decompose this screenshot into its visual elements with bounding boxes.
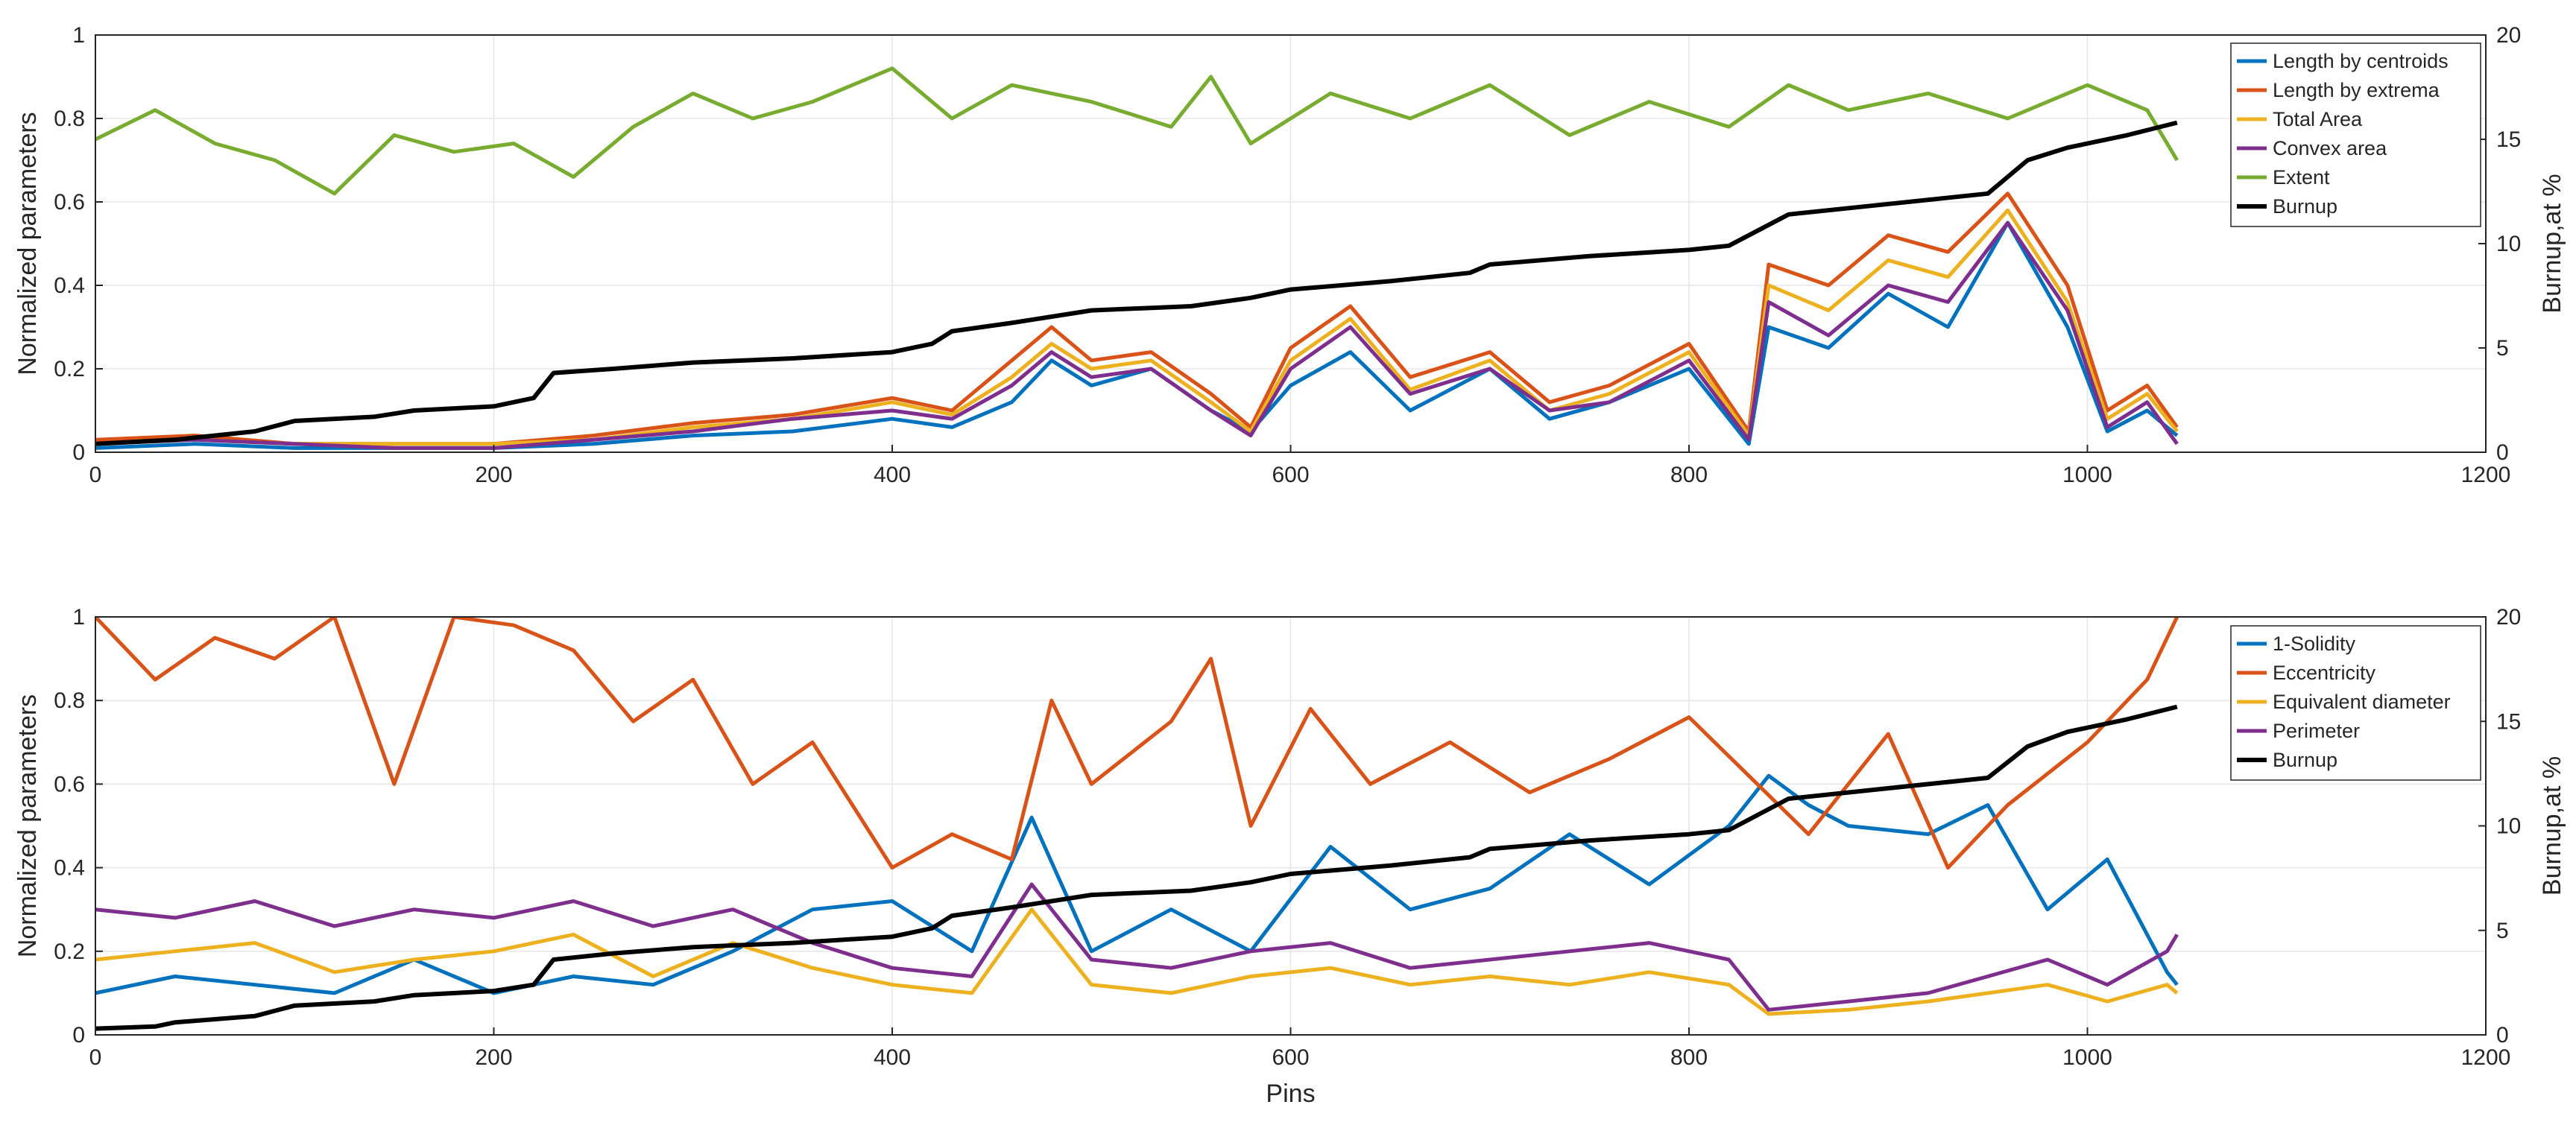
legend-label: Total Area xyxy=(2273,108,2363,130)
y-tick-label: 0.4 xyxy=(54,273,85,298)
legend-label: Length by centroids xyxy=(2273,50,2449,72)
y-right-tick-label: 5 xyxy=(2496,919,2509,943)
x-axis-label: Pins xyxy=(1266,1080,1315,1108)
x-tick-label: 800 xyxy=(1670,1045,1708,1070)
y-tick-label: 0.6 xyxy=(54,190,85,215)
y-right-tick-label: 0 xyxy=(2496,440,2509,465)
y-tick-label: 0 xyxy=(72,440,85,465)
x-tick-label: 1200 xyxy=(2461,1045,2511,1070)
legend-label: 1-Solidity xyxy=(2273,633,2356,655)
y-axis-label: Normalized parameters xyxy=(13,694,42,957)
y-tick-label: 0.8 xyxy=(54,107,85,131)
legend-label: Length by extrema xyxy=(2273,79,2440,101)
x-tick-label: 400 xyxy=(874,1045,911,1070)
y-tick-label: 0 xyxy=(72,1023,85,1048)
series-line-burnup xyxy=(95,120,2178,446)
y-right-tick-label: 15 xyxy=(2496,127,2521,152)
y-right-tick-label: 20 xyxy=(2496,605,2521,630)
legend: Length by centroids Length by extrema Tota… xyxy=(2230,42,2481,227)
y-right-axis-label: Burnup,at % xyxy=(2538,174,2566,313)
y-tick-label: 0.4 xyxy=(54,856,85,881)
x-tick-label: 1200 xyxy=(2461,463,2511,487)
x-tick-label: 200 xyxy=(475,1045,512,1070)
x-tick-label: 800 xyxy=(1670,463,1708,487)
x-tick-label: 200 xyxy=(475,463,512,487)
series-line-burnup xyxy=(95,704,2178,1031)
legend-label: Eccentricity xyxy=(2273,662,2376,684)
y-tick-label: 0.2 xyxy=(54,940,85,964)
x-tick-label: 600 xyxy=(1272,1045,1309,1070)
x-tick-label: 1000 xyxy=(2062,463,2112,487)
series-line-perimeter xyxy=(95,882,2179,1012)
legend-label: Burnup xyxy=(2273,195,2337,218)
series-line-length-by-centroids xyxy=(95,221,2179,450)
x-tick-label: 0 xyxy=(89,463,102,487)
y-tick-label: 1 xyxy=(72,605,85,630)
legend-label: Equivalent diameter xyxy=(2273,691,2451,713)
y-axis-label: Normalized parameters xyxy=(13,112,42,375)
y-tick-label: 0.6 xyxy=(54,772,85,796)
chart-2: 0 200 400 600 800 1000 120000.20.40.60.8105101… xyxy=(13,605,2566,1108)
y-right-tick-label: 15 xyxy=(2496,709,2521,734)
y-tick-label: 1 xyxy=(72,23,85,48)
legend-box xyxy=(2230,625,2481,781)
chart-1: 0 200 400 600 800 1000 120000.20.40.60.8105101… xyxy=(13,23,2566,487)
legend: 1-Solidity Eccentricity Equivalent diamete… xyxy=(2230,625,2481,781)
y-right-axis-label: Burnup,at % xyxy=(2538,756,2566,896)
series-line-extent xyxy=(95,66,2179,196)
series-line-length-by-extrema xyxy=(95,191,2179,446)
y-tick-label: 0.8 xyxy=(54,688,85,713)
y-right-tick-label: 5 xyxy=(2496,336,2509,361)
y-right-tick-label: 20 xyxy=(2496,23,2521,48)
x-tick-label: 1000 xyxy=(2062,1045,2112,1070)
legend-box xyxy=(2230,42,2481,227)
series-line-total-area xyxy=(95,208,2179,446)
series-line-convex-area xyxy=(95,221,2179,450)
legend-label: Perimeter xyxy=(2273,720,2360,742)
x-tick-label: 400 xyxy=(874,463,911,487)
x-tick-label: 0 xyxy=(89,1045,102,1070)
y-right-tick-label: 10 xyxy=(2496,814,2521,839)
series-line-equivalent-diameter xyxy=(95,907,2179,1016)
y-tick-label: 0.2 xyxy=(54,357,85,381)
y-right-tick-label: 0 xyxy=(2496,1023,2509,1048)
legend-label: Extent xyxy=(2273,166,2330,188)
legend-label: Convex area xyxy=(2273,137,2387,159)
series-line-eccentricity xyxy=(95,617,2179,870)
legend-label: Burnup xyxy=(2273,749,2337,771)
x-tick-label: 600 xyxy=(1272,463,1309,487)
y-right-tick-label: 10 xyxy=(2496,232,2521,256)
